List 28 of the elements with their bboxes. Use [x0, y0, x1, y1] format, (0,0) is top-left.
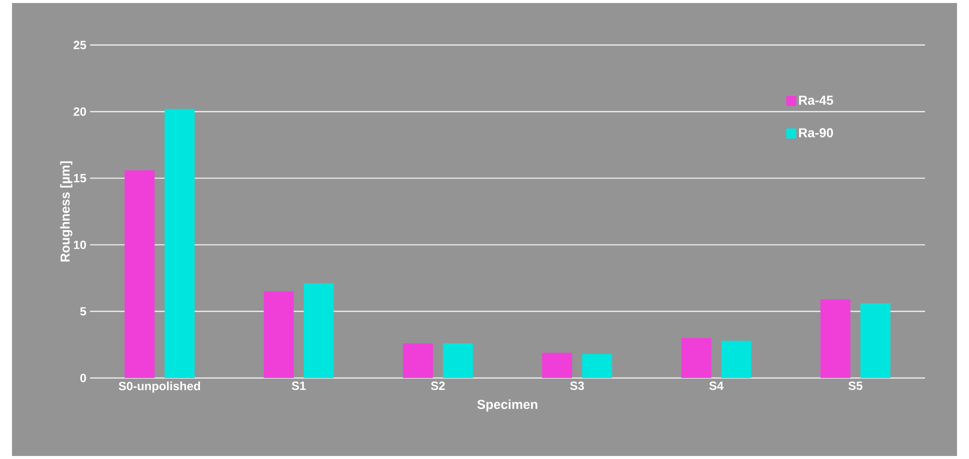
- y-tick-label: 20: [74, 107, 86, 116]
- bar: [820, 299, 850, 378]
- y-tick-label: 5: [80, 307, 86, 316]
- bar: [681, 338, 712, 378]
- x-tick-label: S1: [292, 382, 306, 390]
- bar: [442, 343, 473, 378]
- bar: [721, 340, 752, 378]
- bar: [402, 343, 433, 378]
- y-tick-label: 15: [74, 174, 86, 182]
- legend-label: Ra-45: [799, 96, 834, 105]
- bar: [304, 283, 334, 378]
- bar: [582, 354, 612, 378]
- y-axis-title: Roughness [µm]: [60, 161, 72, 262]
- y-tick-label: 10: [74, 240, 86, 250]
- legend-label: Ra-90: [799, 128, 833, 138]
- bar: [542, 352, 572, 378]
- bar: [264, 291, 294, 378]
- x-tick-label: S5: [848, 382, 862, 390]
- x-tick-label: S3: [570, 382, 584, 390]
- x-axis-title: Specimen: [477, 399, 538, 412]
- x-tick-label: S2: [430, 382, 445, 390]
- x-tick-label: S0-unpolished: [118, 382, 200, 393]
- y-tick-label: 25: [74, 40, 86, 50]
- bar: [860, 303, 890, 378]
- bar: [124, 170, 155, 378]
- bar: [164, 108, 195, 378]
- y-tick-label: 0: [80, 374, 86, 382]
- x-tick-label: S4: [709, 382, 724, 390]
